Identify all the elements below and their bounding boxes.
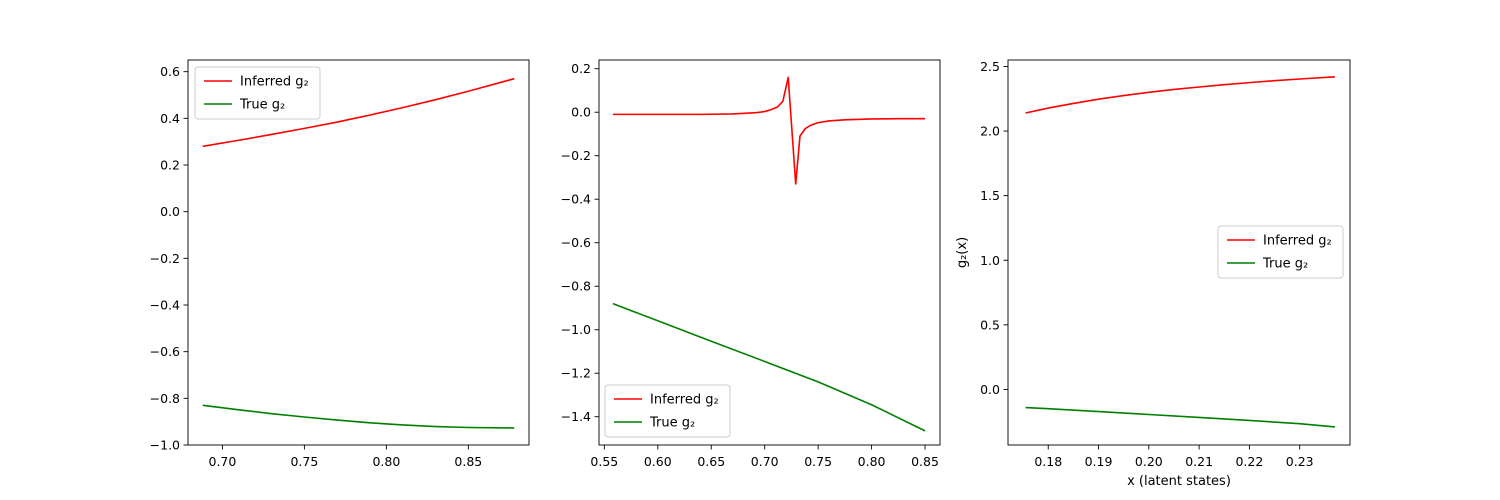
x-tick-label: 0.80 [372, 454, 400, 469]
y-tick-label: −1.0 [150, 438, 180, 453]
series-line-inferred [612, 76, 926, 185]
chart-panel-3: 0.18 0.19 0.20 0.21 0.22 0.23 2.5 2.0 1.5 1.0 0.5 0… [955, 59, 1351, 489]
x-tick-label: 0.19 [1085, 454, 1113, 469]
y-tick-label: −0.4 [150, 298, 180, 313]
x-tick-label: 0.55 [590, 454, 618, 469]
plot-frame [187, 59, 530, 446]
legend: Inferred g₂ True g₂ [194, 66, 321, 120]
legend-label-true: True g₂ [239, 98, 285, 113]
x-tick-label: 0.75 [804, 454, 832, 469]
y-tick-label: 0.2 [571, 61, 591, 76]
y-tick-label: 0.2 [160, 158, 180, 173]
legend-label-true: True g₂ [1262, 257, 1308, 272]
x-tick-label: 0.70 [209, 454, 237, 469]
y-tick-label: −0.8 [561, 279, 591, 294]
y-tick-label: 0.0 [980, 382, 1000, 397]
x-tick-label: 0.65 [697, 454, 725, 469]
x-tick-label: 0.70 [751, 454, 779, 469]
y-tick-label: 2.5 [980, 59, 1000, 74]
y-tick-label: −0.8 [150, 391, 180, 406]
x-axis-label: x (latent states) [1127, 474, 1231, 489]
legend-label-inferred: Inferred g₂ [1263, 234, 1332, 249]
y-tick-label: −0.6 [150, 344, 180, 359]
y-tick-label: −1.0 [561, 322, 591, 337]
y-tick-label: 0.0 [160, 204, 180, 219]
series-line-true [612, 302, 926, 432]
y-tick-label: −0.4 [561, 192, 591, 207]
y-tick-label: 0.0 [571, 105, 591, 120]
x-tick-label: 0.60 [644, 454, 672, 469]
legend-label-true: True g₂ [649, 416, 695, 431]
x-tick-label: 0.21 [1185, 454, 1213, 469]
y-tick-label: 0.4 [160, 111, 180, 126]
series-line-inferred [202, 77, 515, 148]
y-tick-label: 2.0 [980, 124, 1000, 139]
y-tick-label: −0.2 [150, 251, 180, 266]
x-tick-label: 0.85 [911, 454, 939, 469]
legend-label-inferred: Inferred g₂ [650, 393, 719, 408]
legend-box [1217, 225, 1344, 279]
x-tick-label: 0.75 [290, 454, 318, 469]
y-tick-label: −1.2 [561, 366, 591, 381]
chart-panel-2: 0.55 0.60 0.65 0.70 0.75 0.80 0.85 0.2 0.0 −0.2 −0… [561, 59, 941, 469]
series-line-true [1025, 406, 1335, 428]
plot-frame [1007, 59, 1351, 446]
legend-box [194, 66, 321, 120]
series-line-inferred [1025, 76, 1335, 114]
chart-panel-1: 0.70 0.75 0.80 0.85 0.6 0.4 0.2 0.0 −0.2 −0.4 −0.6… [150, 59, 530, 469]
y-tick-label: −0.6 [561, 235, 591, 250]
x-tick-label: 0.85 [454, 454, 482, 469]
series-line-true [202, 404, 515, 429]
y-tick-label: −0.2 [561, 148, 591, 163]
legend: Inferred g₂ True g₂ [1217, 225, 1344, 279]
legend: Inferred g₂ True g₂ [604, 384, 731, 438]
plot-frame [598, 59, 941, 446]
x-tick-label: 0.18 [1034, 454, 1062, 469]
legend-box [604, 384, 731, 438]
y-tick-label: −1.4 [561, 409, 591, 424]
x-tick-label: 0.80 [858, 454, 886, 469]
y-tick-label: 1.5 [980, 188, 1000, 203]
x-tick-label: 0.23 [1286, 454, 1314, 469]
legend-label-inferred: Inferred g₂ [240, 75, 309, 90]
x-tick-label: 0.20 [1135, 454, 1163, 469]
y-axis-label: g₂(x) [955, 237, 970, 268]
y-tick-label: 0.6 [160, 64, 180, 79]
x-tick-label: 0.22 [1235, 454, 1263, 469]
y-tick-label: 0.5 [980, 317, 1000, 332]
y-tick-label: 1.0 [980, 253, 1000, 268]
